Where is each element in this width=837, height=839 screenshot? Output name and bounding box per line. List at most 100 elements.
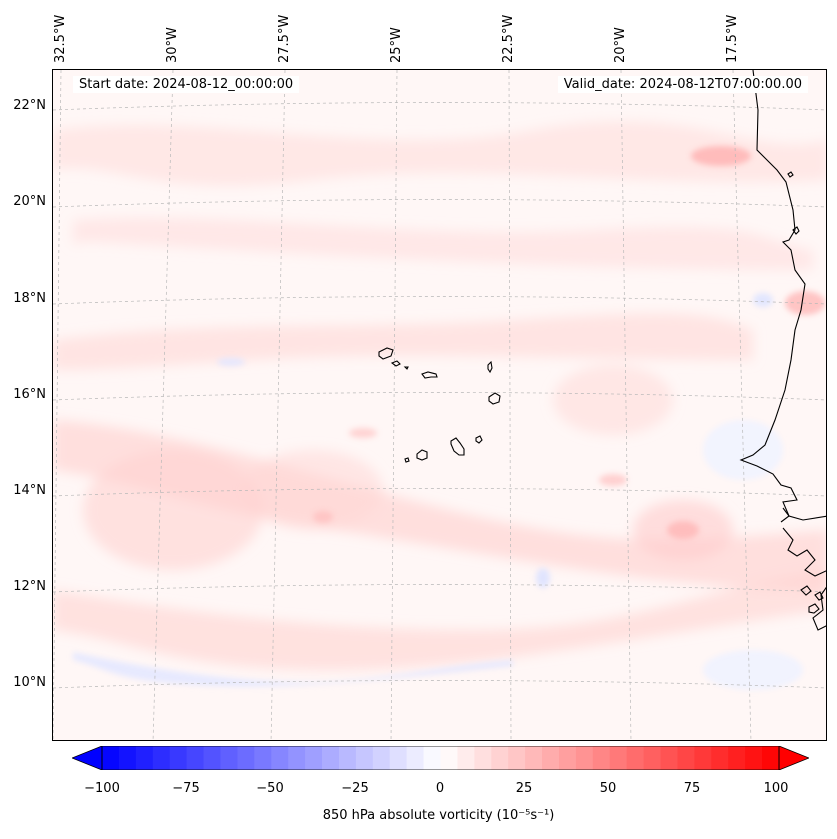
cape-verde-islands: [378, 347, 501, 463]
colorbar-tick-100: 100: [763, 781, 789, 796]
colorbar-segment: [508, 746, 526, 770]
colorbar-tick-neg50: −50: [256, 781, 284, 796]
negative-vorticity: [73, 293, 803, 690]
coastline-bissagos: [800, 585, 824, 614]
colorbar-segment: [694, 746, 712, 770]
lat-label-16n: 16°N: [13, 387, 46, 402]
blue-patch-5: [703, 650, 803, 690]
colorbar-segment: [322, 746, 340, 770]
island-santa-luzia: [403, 366, 409, 370]
colorbar-segment: [525, 746, 543, 770]
pink-patch-3: [553, 365, 673, 435]
coastline-guinea: [812, 586, 826, 631]
colorbar-segment: [118, 746, 137, 770]
colorbar-segment: [220, 746, 238, 770]
colorbar-frame: [101, 746, 780, 770]
island-brava: [404, 457, 410, 463]
colorbar-segment: [575, 746, 594, 770]
lon-label-32.5w: 32.5°W: [53, 14, 68, 63]
vorticity-cores: [313, 146, 825, 539]
colorbar-segment: [372, 746, 391, 770]
colorbar-segment: [288, 746, 306, 770]
island-sao-vicente: [390, 360, 401, 367]
colorbar-segment: [169, 746, 188, 770]
graticule: [53, 70, 826, 740]
colorbar-segment: [355, 746, 374, 770]
colorbar-segment: [305, 746, 323, 770]
start-date-label: Start date: 2024-08-12_00:00:00: [73, 76, 300, 93]
colorbar-tick-0: 0: [435, 781, 445, 796]
colorbar-max-extension: [778, 746, 809, 770]
island-boa-vista: [488, 392, 501, 405]
lon-label-25w: 25°W: [389, 27, 404, 63]
colorbar-tick-25: 25: [515, 781, 533, 796]
red-core-1: [691, 146, 751, 166]
colorbar-segment: [237, 746, 255, 770]
colorbar-segment: [592, 746, 611, 770]
colorbar-segment: [152, 746, 171, 770]
colorbar-tick-neg25: −25: [341, 781, 369, 796]
vorticity-field: [53, 121, 826, 670]
colorbar-segment: [762, 746, 780, 770]
pink-patch-1: [83, 450, 263, 570]
colorbar-segment: [728, 746, 746, 770]
colorbar-segment: [406, 746, 425, 770]
coastline-main: [739, 70, 826, 521]
coastline-islet-2: [792, 226, 800, 235]
red-core-3: [667, 521, 699, 539]
colorbar-segments: [102, 746, 780, 770]
lon-label-27.5w: 27.5°W: [277, 14, 292, 63]
island-maio: [475, 435, 483, 444]
lon-label-30w: 30°W: [165, 27, 180, 63]
pink-patch-2: [243, 450, 383, 530]
valid-date-label: Valid_date: 2024-08-12T07:00:00.00: [557, 76, 808, 93]
africa-coastline: [739, 70, 826, 631]
coastline-islet-1: [787, 171, 794, 178]
colorbar-segment: [660, 746, 678, 770]
colorbar-segment: [626, 746, 645, 770]
colorbar-segment: [542, 746, 560, 770]
colorbar-tick-neg75: −75: [172, 781, 200, 796]
coastline-senegal-inlets: [780, 507, 790, 523]
lat-label-18n: 18°N: [13, 291, 46, 306]
colorbar: [72, 746, 809, 770]
red-core-4: [313, 511, 333, 523]
pink-band-sw: [53, 570, 826, 670]
colorbar-segment: [457, 746, 475, 770]
island-fogo: [416, 449, 428, 461]
colorbar-segment: [491, 746, 509, 770]
colorbar-segment: [271, 746, 289, 770]
colorbar-segment: [203, 746, 221, 770]
lat-label-22n: 22°N: [13, 98, 46, 113]
colorbar-segment: [643, 746, 662, 770]
colorbar-tick-75: 75: [683, 781, 701, 796]
lon-label-22.5w: 22.5°W: [501, 14, 516, 63]
vorticity-map: [52, 69, 827, 741]
island-sal: [487, 360, 493, 374]
island-santiago: [450, 437, 465, 456]
colorbar-segment: [338, 746, 357, 770]
colorbar-tick-50: 50: [599, 781, 617, 796]
lat-label-10n: 10°N: [13, 675, 46, 690]
red-core-6: [599, 474, 627, 486]
colorbar-segment: [558, 746, 577, 770]
colorbar-segment: [440, 746, 458, 770]
blue-patch-2: [536, 568, 550, 588]
colorbar-segment: [423, 746, 441, 770]
blue-patch-3: [217, 358, 245, 366]
lat-label-12n: 12°N: [13, 579, 46, 594]
pink-band-south: [53, 420, 826, 590]
pink-band-mid: [53, 313, 753, 370]
island-sao-nicolau: [421, 371, 438, 379]
colorbar-segment: [745, 746, 763, 770]
colorbar-segment: [474, 746, 492, 770]
pink-band-20n: [73, 217, 813, 270]
colorbar-min-extension: [72, 746, 103, 770]
colorbar-label: 850 hPa absolute vorticity (10⁻⁵s⁻¹): [322, 808, 555, 823]
colorbar-segment: [186, 746, 205, 770]
colorbar-segment: [389, 746, 408, 770]
red-core-5: [349, 428, 377, 438]
lon-label-17.5w: 17.5°W: [725, 14, 740, 63]
map-canvas: [53, 70, 826, 740]
blue-patch-1: [753, 293, 773, 307]
